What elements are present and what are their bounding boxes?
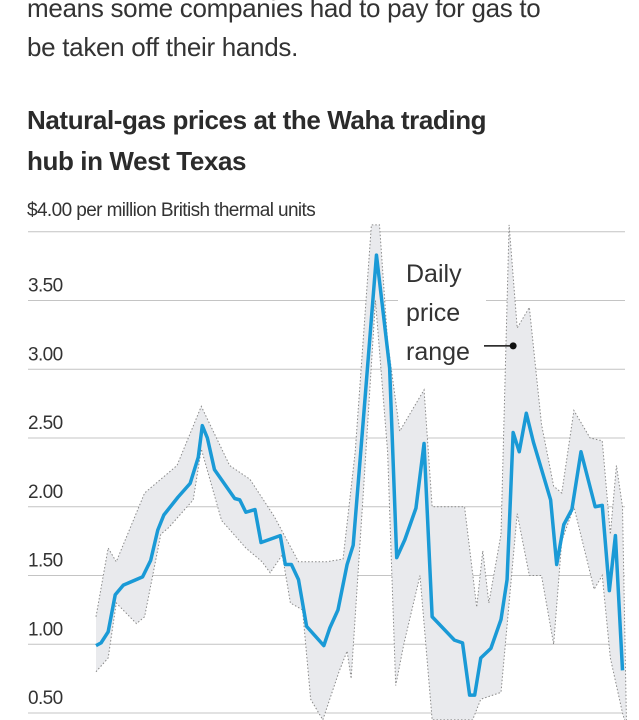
y-tick-label: 2.50	[28, 413, 63, 434]
chart-title: Natural-gas prices at the Waha trading	[27, 105, 487, 135]
annotation-label: price	[406, 299, 460, 327]
y-tick-label: 3.00	[28, 344, 63, 365]
y-axis-unit-label: $4.00 per million British thermal units	[27, 200, 316, 221]
chart-title: hub in West Texas	[27, 146, 247, 176]
price-line	[95, 253, 625, 697]
daily-range-band	[96, 224, 627, 720]
annotation-background	[398, 255, 486, 367]
article-text-line: means some companies had to pay for gas …	[27, 0, 541, 23]
y-tick-label: 3.50	[28, 276, 63, 297]
y-tick-label: 1.50	[28, 551, 63, 572]
daily-low-line	[95, 300, 626, 720]
y-tick-label: 2.00	[28, 482, 63, 503]
y-tick-label: 0.50	[28, 688, 63, 709]
annotation-label: range	[406, 338, 470, 366]
article-text-line: be taken off their hands.	[27, 32, 298, 62]
annotation-label: Daily	[406, 260, 462, 288]
y-tick-label: 1.00	[28, 619, 63, 640]
annotation-dot	[509, 342, 517, 350]
daily-high-line	[95, 224, 627, 720]
